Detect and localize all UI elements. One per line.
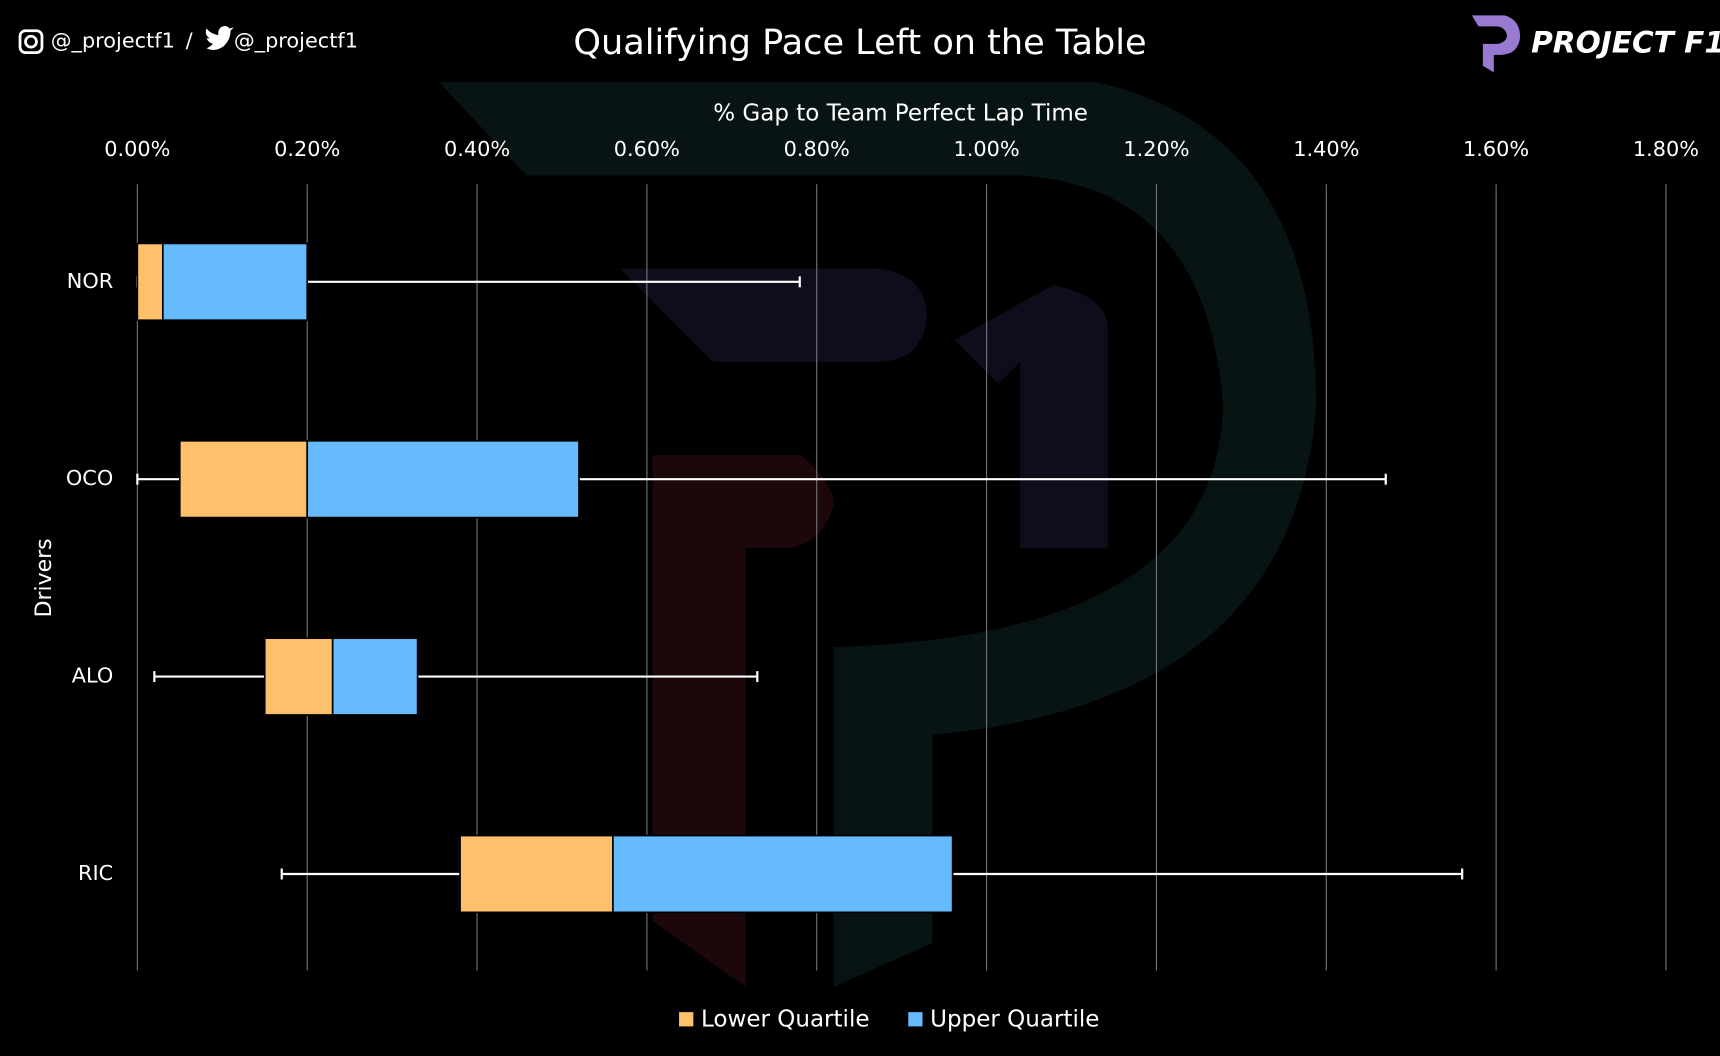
x-tick-label: 0.80% xyxy=(784,137,850,161)
lower-quartile-box xyxy=(136,242,164,322)
x-tick-label: 1.40% xyxy=(1293,137,1359,161)
separator: / xyxy=(186,29,194,53)
lower-quartile-box xyxy=(178,440,309,519)
legend-label: Lower Quartile xyxy=(701,1006,870,1032)
legend-swatch xyxy=(679,1012,694,1027)
handle: @_projectf1 xyxy=(51,29,175,54)
x-tick-label: 0.00% xyxy=(104,137,170,161)
upper-quartile-box xyxy=(162,242,309,322)
y-tick-label: NOR xyxy=(67,269,113,293)
x-tick-label: 0.40% xyxy=(444,137,510,161)
logo-text: PROJECT F1 xyxy=(1531,25,1720,59)
upper-quartile-box xyxy=(612,834,954,914)
x-tick-label: 1.20% xyxy=(1123,137,1189,161)
x-tick-label: 0.60% xyxy=(614,137,680,161)
y-tick-label: OCO xyxy=(66,466,113,490)
x-tick-label: 1.80% xyxy=(1633,137,1699,161)
lower-quartile-box xyxy=(263,637,334,716)
y-tick-label: RIC xyxy=(78,861,113,885)
x-tick-label: 0.20% xyxy=(274,137,340,161)
upper-quartile-box xyxy=(306,440,580,519)
legend-swatch xyxy=(908,1012,923,1027)
chart-title: Qualifying Pace Left on the Table xyxy=(573,22,1146,63)
handle: @_projectf1 xyxy=(234,29,358,54)
social-icons xyxy=(18,26,234,55)
y-tick-label: ALO xyxy=(72,664,114,688)
x-tick-label: 1.00% xyxy=(954,137,1020,161)
lower-quartile-box xyxy=(459,834,614,914)
logo-mark xyxy=(1471,15,1521,73)
x-tick-label: 1.60% xyxy=(1463,137,1529,161)
legend-label: Upper Quartile xyxy=(930,1006,1099,1032)
x-axis-title: % Gap to Team Perfect Lap Time xyxy=(713,101,1088,127)
upper-quartile-box xyxy=(331,637,419,716)
y-axis-title: Drivers xyxy=(32,538,57,617)
